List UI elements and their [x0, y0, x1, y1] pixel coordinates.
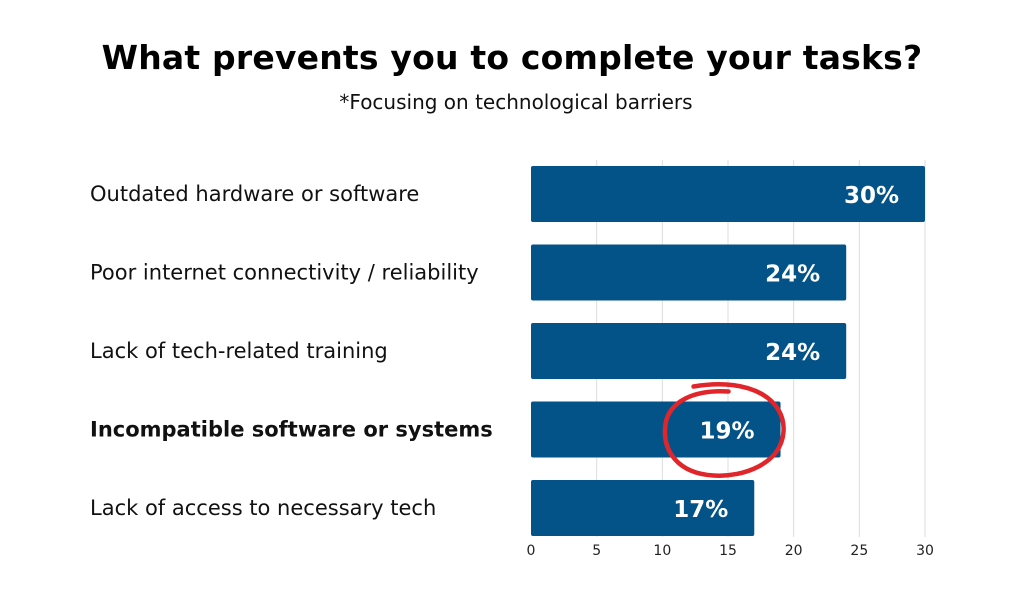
chart-title: What prevents you to complete your tasks…	[101, 38, 923, 77]
x-tick-label: 25	[850, 543, 868, 559]
data-label: 24%	[765, 340, 820, 366]
x-tick-label: 10	[653, 543, 671, 559]
category-label: Lack of access to necessary tech	[90, 496, 436, 520]
bar	[531, 166, 925, 222]
x-tick-label: 30	[916, 543, 934, 559]
bar	[531, 244, 847, 301]
data-label: 19%	[699, 419, 754, 445]
data-label: 17%	[673, 497, 728, 523]
data-label: 30%	[844, 183, 899, 209]
category-label: Lack of tech-related training	[90, 339, 388, 363]
highlight-circle	[662, 382, 786, 478]
x-tick-label: 20	[785, 543, 803, 559]
chart-subtitle: *Focusing on technological barriers	[339, 90, 693, 114]
category-label: Incompatible software or systems	[90, 418, 493, 442]
x-tick-label: 5	[592, 543, 601, 559]
data-label: 24%	[765, 262, 820, 288]
category-label: Outdated hardware or software	[90, 182, 419, 206]
bar	[531, 323, 847, 379]
x-tick-label: 0	[527, 543, 536, 559]
category-label: Poor internet connectivity / reliability	[90, 261, 479, 285]
x-tick-label: 15	[719, 543, 737, 559]
bar	[531, 480, 755, 536]
bar	[531, 401, 781, 458]
